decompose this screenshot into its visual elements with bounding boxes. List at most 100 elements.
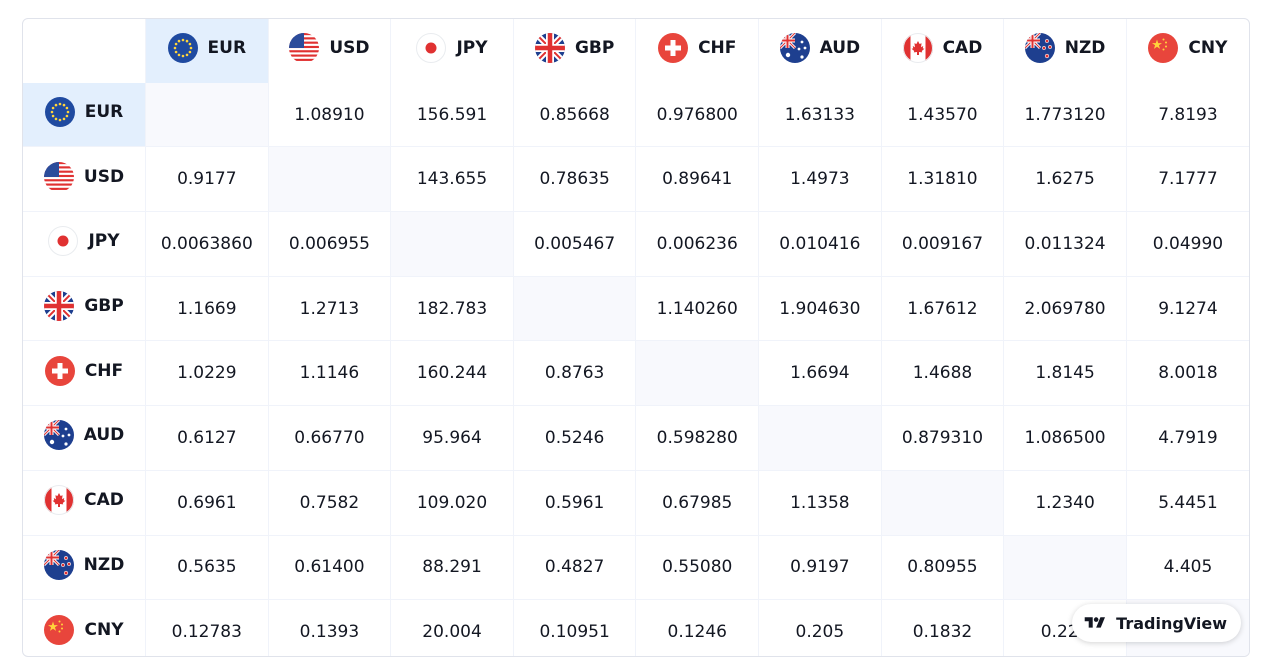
rate-cell[interactable]: 1.4973 <box>758 146 882 213</box>
rate-cell[interactable]: 0.66770 <box>268 405 392 471</box>
currency-code: NZD <box>83 554 125 575</box>
rate-cell[interactable]: 1.08910 <box>268 82 392 148</box>
rate-cell[interactable]: 2.069780 <box>1003 276 1127 342</box>
rate-cell[interactable]: 0.85668 <box>513 82 637 148</box>
rate-cell[interactable]: 0.879310 <box>881 405 1005 471</box>
row-header-chf[interactable]: CHF <box>23 340 146 407</box>
rate-cell[interactable]: 0.89641 <box>635 146 760 213</box>
column-header-usd[interactable]: USD <box>268 19 392 83</box>
rate-cell[interactable]: 0.67985 <box>635 470 760 536</box>
rate-cell[interactable]: 1.2340 <box>1003 470 1127 536</box>
rate-cell[interactable]: 0.005467 <box>513 211 637 277</box>
rate-cell[interactable]: 0.006955 <box>268 211 392 277</box>
rate-cell[interactable]: 1.1669 <box>145 276 269 342</box>
rate-cell[interactable]: 7.1777 <box>1126 146 1249 213</box>
rate-cell[interactable]: 0.976800 <box>635 82 760 148</box>
rate-cell[interactable]: 1.8145 <box>1003 340 1127 407</box>
rate-cell[interactable]: 0.006236 <box>635 211 760 277</box>
rate-cell[interactable]: 4.7919 <box>1126 405 1249 471</box>
row-header-cny[interactable]: CNY <box>23 599 146 656</box>
rate-cell[interactable]: 0.0063860 <box>145 211 269 277</box>
row-header-jpy[interactable]: JPY <box>23 211 146 277</box>
rate-cell[interactable]: 0.011324 <box>1003 211 1127 277</box>
rate-cell[interactable]: 1.6275 <box>1003 146 1127 213</box>
row-header-aud[interactable]: AUD <box>23 405 146 471</box>
rate-cell[interactable]: 4.405 <box>1126 535 1249 601</box>
table-row: JPY 0.0063860 0.006955 0.005467 0.006236 0.01… <box>23 211 1249 277</box>
column-header-nzd[interactable]: NZD <box>1003 19 1127 83</box>
column-header-aud[interactable]: AUD <box>758 19 882 83</box>
rate-cell[interactable]: 0.5635 <box>145 535 269 601</box>
rate-cell[interactable]: 1.6694 <box>758 340 882 407</box>
rate-cell[interactable]: 7.8193 <box>1126 82 1249 148</box>
rate-cell[interactable]: 1.904630 <box>758 276 882 342</box>
ch-flag-icon <box>44 355 75 386</box>
rate-cell[interactable]: 1.773120 <box>1003 82 1127 148</box>
rate-cell[interactable]: 1.0229 <box>145 340 269 407</box>
rate-cell[interactable]: 0.1832 <box>881 599 1005 656</box>
rate-cell[interactable]: 0.10951 <box>513 599 637 656</box>
rate-cell[interactable]: 0.009167 <box>881 211 1005 277</box>
row-header-usd[interactable]: USD <box>23 146 146 213</box>
rate-cell[interactable]: 0.80955 <box>881 535 1005 601</box>
row-header-gbp[interactable]: GBP <box>23 276 146 342</box>
rate-cell[interactable]: 0.04990 <box>1126 211 1249 277</box>
rate-cell[interactable]: 0.9177 <box>145 146 269 213</box>
rate-cell[interactable]: 0.010416 <box>758 211 882 277</box>
rate-cell[interactable]: 0.12783 <box>145 599 269 656</box>
rate-cell[interactable]: 160.244 <box>390 340 514 407</box>
rate-cell[interactable]: 9.1274 <box>1126 276 1249 342</box>
currency-code: AUD <box>819 38 861 59</box>
rate-cell[interactable]: 1.63133 <box>758 82 882 148</box>
rate-cell[interactable]: 88.291 <box>390 535 514 601</box>
rate-cell[interactable]: 0.4827 <box>513 535 637 601</box>
rate-cell[interactable]: 1.086500 <box>1003 405 1127 471</box>
rate-cell[interactable]: 0.5246 <box>513 405 637 471</box>
column-header-jpy[interactable]: JPY <box>390 19 514 83</box>
rate-cell[interactable]: 20.004 <box>390 599 514 656</box>
rate-cell[interactable]: 1.2713 <box>268 276 392 342</box>
currency-code: EUR <box>207 38 247 59</box>
rate-cell[interactable]: 5.4451 <box>1126 470 1249 536</box>
rate-cell[interactable]: 0.61400 <box>268 535 392 601</box>
rate-cell[interactable]: 1.1146 <box>268 340 392 407</box>
rate-cell[interactable]: 0.1246 <box>635 599 760 656</box>
rate-cell[interactable]: 1.4688 <box>881 340 1005 407</box>
rate-cell[interactable]: 95.964 <box>390 405 514 471</box>
rate-cell[interactable]: 1.43570 <box>881 82 1005 148</box>
column-header-eur[interactable]: EUR <box>145 19 269 83</box>
rate-cell[interactable]: 0.9197 <box>758 535 882 601</box>
currency-code: CHF <box>698 38 737 59</box>
currency-code: USD <box>83 166 125 187</box>
rate-cell[interactable]: 1.1358 <box>758 470 882 536</box>
column-header-cad[interactable]: CAD <box>881 19 1005 83</box>
rate-cell[interactable]: 0.205 <box>758 599 882 656</box>
rate-cell[interactable]: 143.655 <box>390 146 514 213</box>
row-header-eur[interactable]: EUR <box>23 82 146 148</box>
row-header-cad[interactable]: CAD <box>23 470 146 536</box>
table-row: CNY 0.12783 0.1393 20.004 0.10951 0.1246 0.205… <box>23 599 1249 656</box>
rate-cell[interactable]: 0.7582 <box>268 470 392 536</box>
tradingview-badge[interactable]: TradingView <box>1072 604 1241 642</box>
rate-cell[interactable]: 109.020 <box>390 470 514 536</box>
column-header-gbp[interactable]: GBP <box>513 19 637 83</box>
rate-cell[interactable]: 0.6127 <box>145 405 269 471</box>
rate-cell[interactable]: 0.6961 <box>145 470 269 536</box>
rate-cell[interactable]: 156.591 <box>390 82 514 148</box>
rate-cell[interactable]: 1.140260 <box>635 276 760 342</box>
rate-cell[interactable]: 0.5961 <box>513 470 637 536</box>
rate-cell[interactable]: 0.55080 <box>635 535 760 601</box>
rate-cell[interactable]: 0.598280 <box>635 405 760 471</box>
rate-cell[interactable]: 1.67612 <box>881 276 1005 342</box>
row-header-nzd[interactable]: NZD <box>23 535 146 601</box>
rate-cell[interactable]: 0.8763 <box>513 340 637 407</box>
rate-cell[interactable]: 0.78635 <box>513 146 637 213</box>
column-header-cny[interactable]: CNY <box>1126 19 1249 83</box>
rate-cell[interactable]: 0.1393 <box>268 599 392 656</box>
column-header-chf[interactable]: CHF <box>635 19 760 83</box>
diagonal-cell <box>513 276 637 342</box>
rate-cell[interactable]: 8.0018 <box>1126 340 1249 407</box>
rate-cell[interactable]: 1.31810 <box>881 146 1005 213</box>
currency-code: NZD <box>1064 38 1106 59</box>
rate-cell[interactable]: 182.783 <box>390 276 514 342</box>
